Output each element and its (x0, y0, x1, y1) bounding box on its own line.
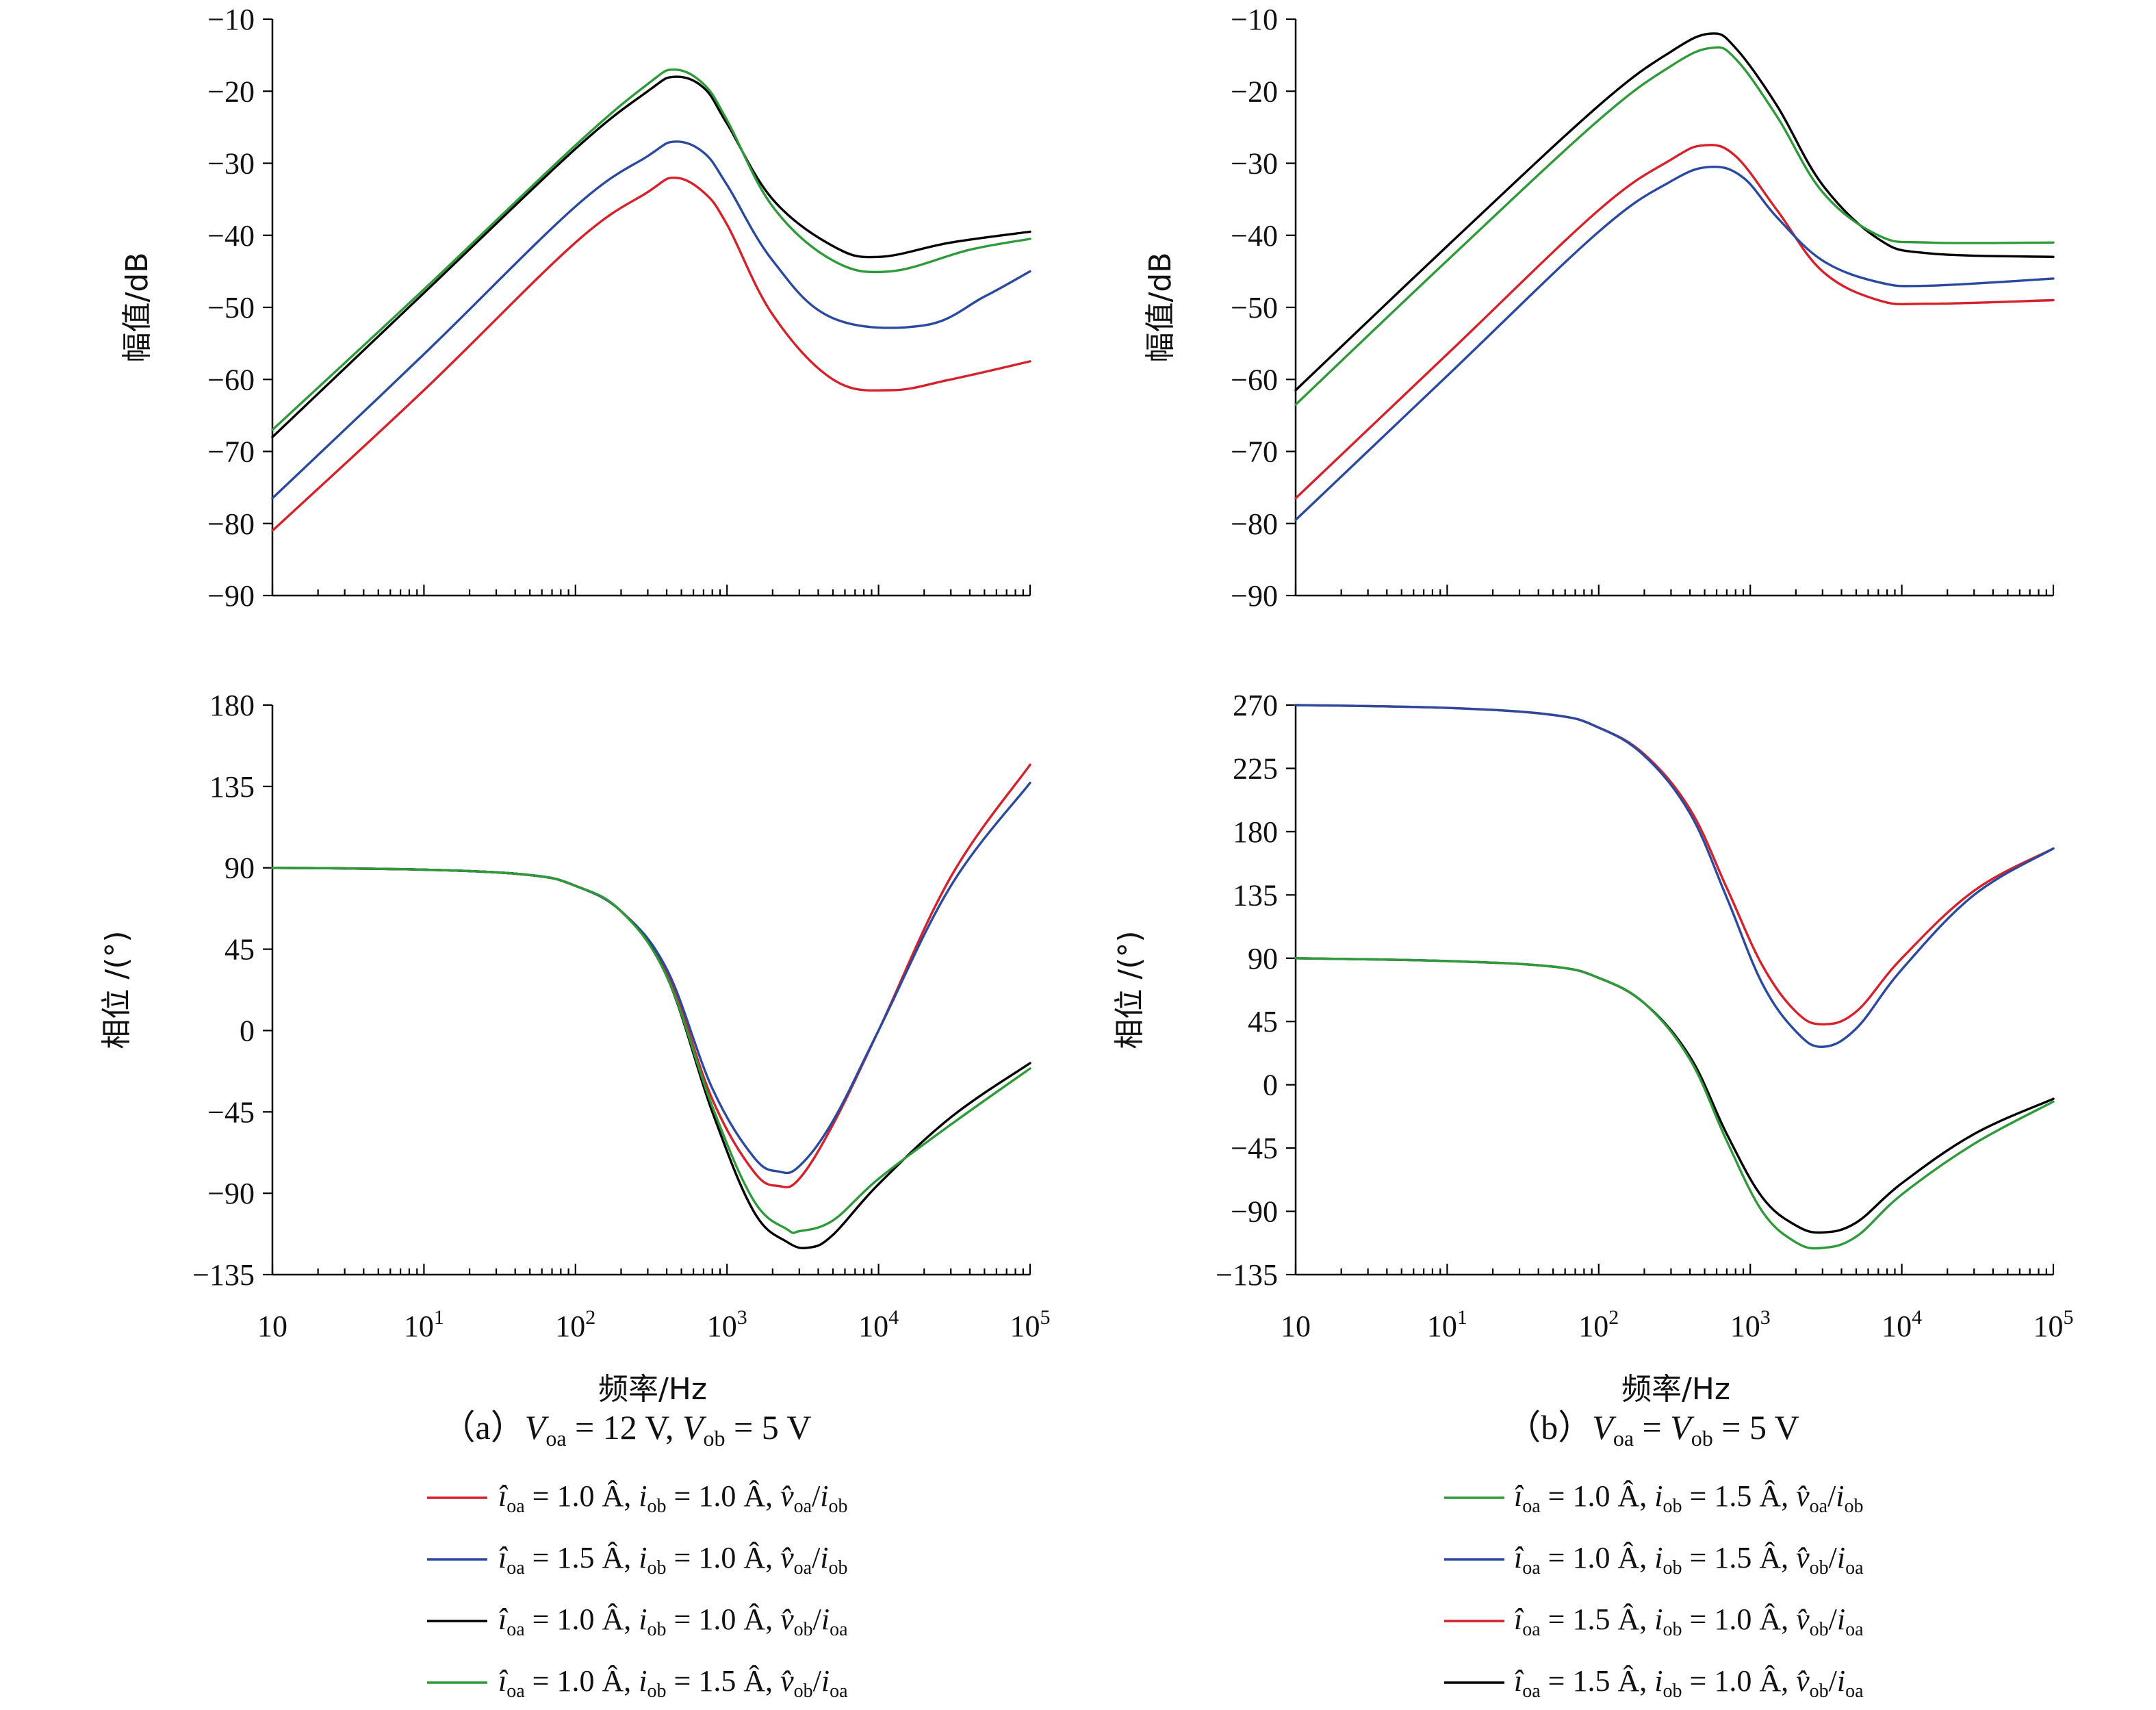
series-line-green (1294, 46, 2055, 406)
y-tick-label: 0 (240, 1014, 255, 1047)
x-axis-label: 频率/Hz (1621, 1372, 1730, 1407)
y-tick-label: −60 (207, 363, 255, 396)
y-tick-label: 135 (1233, 878, 1278, 912)
series-line-green (271, 68, 1031, 431)
x-tick-label: 101 (404, 1306, 444, 1343)
y-tick-label: −30 (1231, 147, 1278, 181)
series-line-black (271, 75, 1031, 439)
y-tick-label: −90 (207, 579, 255, 613)
y-tick-label: −135 (192, 1258, 255, 1292)
series-line-green (271, 867, 1031, 1234)
y-tick-label: −90 (1231, 579, 1278, 613)
y-tick-label: −40 (1231, 219, 1278, 253)
y-tick-label: −20 (207, 75, 255, 108)
legend-entry: îoa = 1.0 Â, iob = 1.0 Â, v̂ob/ioa (427, 1603, 848, 1640)
series-line-red (271, 176, 1031, 532)
legend-b: îoa = 1.0 Â, iob = 1.5 Â, v̂oa/iob îoa = … (1444, 1479, 1864, 1702)
y-tick-label: −60 (1231, 363, 1278, 396)
plots: −10 −20 −30 −40 −50 −60 −70 −80 −90 幅值/dB −10 −20 −3… (99, 3, 2074, 1407)
series-line-blue (1294, 165, 2055, 522)
y-tick-label: −50 (1231, 291, 1278, 324)
x-tick-label: 10 (1281, 1310, 1311, 1343)
y-tick-label: −70 (207, 435, 255, 469)
x-tick-label: 105 (2033, 1306, 2074, 1343)
x-tick-label: 104 (1882, 1306, 1922, 1343)
x-axis-label: 频率/Hz (598, 1372, 707, 1407)
y-tick-label: −20 (1231, 75, 1278, 108)
series-line-blue (271, 781, 1031, 1175)
x-tick-label: 105 (1010, 1306, 1051, 1343)
legend-entry: îoa = 1.0 Â, iob = 1.5 Â, v̂ob/ioa (1444, 1541, 1864, 1579)
y-tick-label: −30 (207, 147, 255, 181)
chart-b_mag: −10 −20 −30 −40 −50 −60 −70 −80 −90 幅值/dB (1143, 3, 2055, 613)
x-tick-label: 103 (707, 1306, 747, 1343)
y-tick-label: −90 (1231, 1195, 1278, 1229)
y-axis-label: 相位 /(°) (99, 930, 134, 1049)
series-line-red (271, 763, 1031, 1189)
y-axis-label: 幅值/dB (120, 253, 155, 363)
y-tick-label: −50 (207, 291, 255, 324)
y-tick-label: −80 (1231, 507, 1278, 541)
y-tick-label: −135 (1216, 1258, 1278, 1292)
legend-a: îoa = 1.0 Â, iob = 1.0 Â, v̂oa/iob îoa = … (427, 1479, 848, 1702)
legend-label: îoa = 1.0 Â, iob = 1.5 Â, v̂ob/ioa (1514, 1541, 1864, 1579)
caption-a: （a）Voa = 12 V, Vob = 5 V (441, 1408, 812, 1451)
y-tick-label: −70 (1231, 435, 1278, 469)
series-line-black (1294, 957, 2055, 1234)
y-tick-label: 45 (1248, 1005, 1278, 1038)
y-tick-label: 45 (224, 933, 255, 967)
y-tick-label: 225 (1233, 752, 1278, 785)
legend-label: îoa = 1.5 Â, iob = 1.0 Â, v̂ob/ioa (1514, 1603, 1864, 1640)
y-axis-label: 相位 /(°) (1112, 930, 1147, 1049)
series-line-black (1294, 32, 2055, 392)
series-line-blue (1294, 704, 2055, 1048)
chart-a_mag: −10 −20 −30 −40 −50 −60 −70 −80 −90 幅值/dB (120, 3, 1031, 613)
y-tick-label: 270 (1233, 689, 1278, 722)
legend-label: îoa = 1.0 Â, iob = 1.5 Â, v̂oa/iob (1514, 1479, 1864, 1517)
y-tick-label: −10 (1231, 3, 1278, 36)
y-tick-label: 90 (1248, 942, 1278, 975)
series-line-green (1294, 957, 2055, 1250)
y-tick-label: −45 (207, 1095, 255, 1129)
caption-b: （b）Voa = Vob = 5 V (1506, 1408, 1799, 1451)
y-tick-label: −45 (1231, 1132, 1278, 1165)
y-tick-label: 180 (1233, 815, 1278, 849)
legend-label: îoa = 1.0 Â, iob = 1.0 Â, v̂oa/iob (498, 1479, 848, 1517)
x-tick-label: 10 (257, 1310, 287, 1343)
x-tick-label: 103 (1730, 1306, 1771, 1343)
y-tick-label: 90 (224, 852, 255, 885)
series-line-red (1294, 144, 2055, 500)
legend-entry: îoa = 1.0 Â, iob = 1.5 Â, v̂ob/ioa (427, 1664, 848, 1702)
x-tick-label: 101 (1427, 1306, 1467, 1343)
legend-label: îoa = 1.5 Â, iob = 1.0 Â, v̂oa/iob (498, 1541, 848, 1579)
x-tick-label: 104 (858, 1306, 899, 1343)
y-tick-label: −90 (207, 1177, 255, 1210)
legend-label: îoa = 1.0 Â, iob = 1.5 Â, v̂ob/ioa (498, 1664, 848, 1702)
legend-entry: îoa = 1.5 Â, iob = 1.0 Â, v̂oa/iob (427, 1541, 848, 1579)
x-tick-label: 102 (1578, 1306, 1619, 1343)
y-axis-label: 幅值/dB (1143, 253, 1178, 363)
y-tick-label: 180 (209, 689, 255, 722)
legend-entry: îoa = 1.0 Â, iob = 1.0 Â, v̂oa/iob (427, 1479, 848, 1517)
legend-entry: îoa = 1.5 Â, iob = 1.0 Â, v̂ob/ioa (1444, 1664, 1864, 1702)
x-tick-label: 102 (555, 1306, 595, 1343)
legend-label: îoa = 1.5 Â, iob = 1.0 Â, v̂ob/ioa (1514, 1664, 1864, 1702)
series-line-red (1294, 704, 2055, 1025)
y-tick-label: −40 (207, 219, 255, 253)
legend-entry: îoa = 1.0 Â, iob = 1.5 Â, v̂oa/iob (1444, 1479, 1864, 1517)
y-tick-label: 135 (209, 770, 255, 804)
legend-label: îoa = 1.0 Â, iob = 1.0 Â, v̂ob/ioa (498, 1603, 848, 1640)
series-line-black (271, 867, 1031, 1250)
series-line-blue (271, 140, 1031, 500)
y-tick-label: 0 (1263, 1069, 1278, 1102)
y-tick-label: −80 (207, 507, 255, 541)
legend-entry: îoa = 1.5 Â, iob = 1.0 Â, v̂ob/ioa (1444, 1603, 1864, 1640)
y-tick-label: −10 (207, 3, 255, 36)
